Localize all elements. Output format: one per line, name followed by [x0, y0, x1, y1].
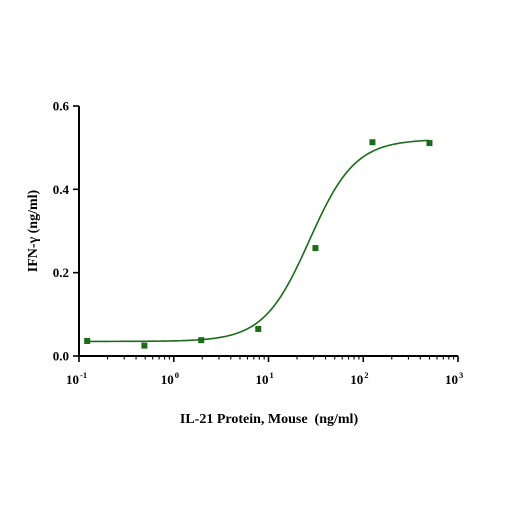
plot-area	[84, 139, 433, 349]
fit-curve	[87, 139, 430, 343]
y-tick-label-0: 0.0	[53, 349, 69, 364]
x-ticks: 10 -1 10 0 10 1 10 2 10 3	[66, 356, 463, 387]
x-tick-label-2: 10	[256, 372, 269, 387]
y-tick-label-2: 0.4	[53, 182, 70, 197]
x-tick-exponent-3: 2	[364, 370, 368, 380]
x-tick-exponent-4: 3	[459, 370, 463, 380]
data-point-3	[255, 325, 262, 332]
data-point-2	[198, 337, 205, 344]
x-tick-label-4: 10	[445, 372, 458, 387]
x-tick-label-1: 10	[161, 372, 174, 387]
data-point-1	[141, 342, 148, 349]
y-tick-label-3: 0.6	[53, 99, 70, 114]
x-tick-exponent-2: 1	[270, 370, 274, 380]
x-tick-exponent-1: 0	[175, 370, 179, 380]
y-axis-title: IFN-γ (ng/ml)	[26, 189, 41, 272]
x-tick-exponent-0: -1	[80, 370, 87, 380]
data-point-6	[426, 140, 433, 147]
x-tick-label-0: 10	[66, 372, 79, 387]
data-point-4	[312, 245, 319, 252]
x-tick-label-3: 10	[350, 372, 363, 387]
y-tick-label-1: 0.2	[53, 265, 69, 280]
y-ticks: 0.0 0.2 0.4 0.6	[53, 99, 79, 364]
data-point-5	[369, 139, 376, 146]
data-point-0	[84, 338, 91, 344]
x-axis-title: IL-21 Protein, Mouse (ng/ml)	[180, 412, 359, 427]
